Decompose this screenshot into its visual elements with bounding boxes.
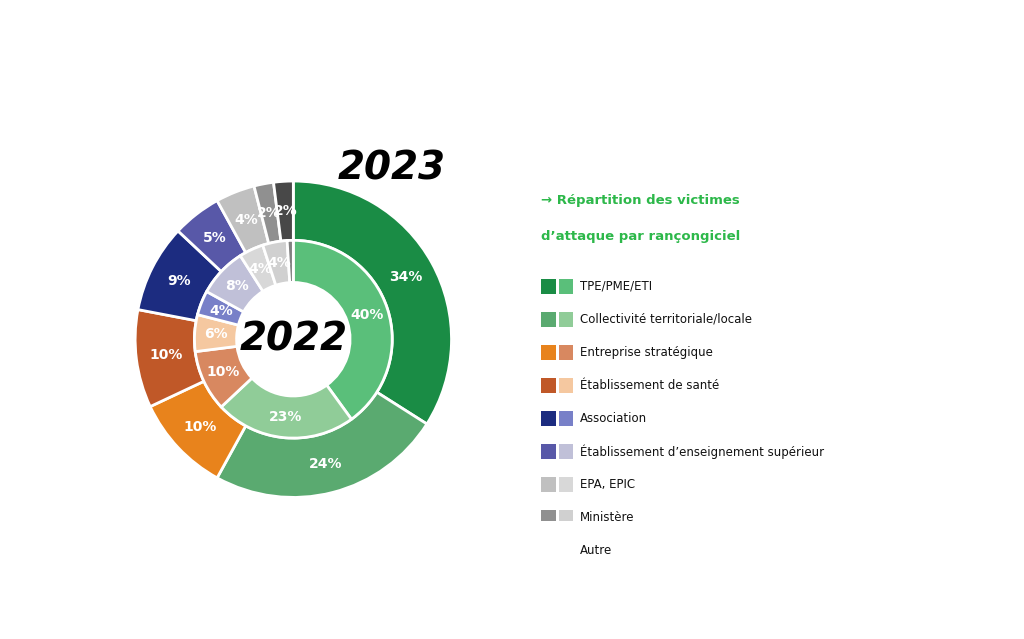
Text: EPA, EPIC: EPA, EPIC <box>580 478 635 491</box>
Bar <box>558 279 573 294</box>
Bar <box>542 477 556 492</box>
Bar <box>558 543 573 558</box>
Bar <box>542 345 556 360</box>
Text: 10%: 10% <box>150 348 182 362</box>
Text: 2023: 2023 <box>338 150 445 187</box>
Bar <box>542 511 556 525</box>
Text: 4%: 4% <box>209 304 232 318</box>
Text: 6%: 6% <box>204 327 227 341</box>
Text: 4%: 4% <box>234 213 258 227</box>
Text: Collectivité territoriale/locale: Collectivité territoriale/locale <box>580 313 752 326</box>
Bar <box>542 378 556 393</box>
Text: d’attaque par rançongiciel: d’attaque par rançongiciel <box>542 230 740 243</box>
Text: 4%: 4% <box>249 262 272 276</box>
Text: Établissement d’enseignement supérieur: Établissement d’enseignement supérieur <box>580 444 824 459</box>
Wedge shape <box>198 291 244 325</box>
Bar <box>542 444 556 459</box>
Bar <box>558 411 573 426</box>
Bar <box>558 345 573 360</box>
Text: 40%: 40% <box>350 308 384 322</box>
Wedge shape <box>293 240 392 419</box>
Bar <box>542 411 556 426</box>
Text: 10%: 10% <box>206 366 240 380</box>
Text: TPE/PME/ETI: TPE/PME/ETI <box>580 280 652 293</box>
Wedge shape <box>151 381 246 478</box>
Text: Entreprise stratégique: Entreprise stratégique <box>580 346 713 359</box>
Bar <box>558 378 573 393</box>
Wedge shape <box>217 392 427 497</box>
Wedge shape <box>135 309 204 406</box>
Wedge shape <box>287 240 293 282</box>
Bar <box>558 477 573 492</box>
Bar <box>542 279 556 294</box>
Wedge shape <box>273 181 293 241</box>
Wedge shape <box>196 346 252 407</box>
Bar <box>558 511 573 525</box>
Text: 5%: 5% <box>203 231 226 245</box>
Text: 2%: 2% <box>257 206 282 220</box>
Text: Ministère: Ministère <box>580 511 635 524</box>
Wedge shape <box>138 231 221 321</box>
Text: 34%: 34% <box>389 270 423 284</box>
Wedge shape <box>254 182 281 243</box>
Bar <box>558 312 573 327</box>
Text: 2%: 2% <box>273 204 297 218</box>
Wedge shape <box>217 186 268 252</box>
Wedge shape <box>221 378 351 438</box>
Text: Établissement de santé: Établissement de santé <box>580 379 719 392</box>
Text: 23%: 23% <box>269 410 303 424</box>
Wedge shape <box>263 240 290 285</box>
Wedge shape <box>207 256 263 312</box>
Wedge shape <box>195 314 239 351</box>
Wedge shape <box>241 245 275 291</box>
Wedge shape <box>178 201 246 272</box>
Bar <box>558 444 573 459</box>
Text: 4%: 4% <box>267 256 291 270</box>
Text: 24%: 24% <box>308 457 342 471</box>
Bar <box>542 543 556 558</box>
Text: Association: Association <box>580 412 647 425</box>
Text: → Répartition des victimes: → Répartition des victimes <box>542 194 740 207</box>
Text: Autre: Autre <box>580 544 612 557</box>
Wedge shape <box>293 181 452 424</box>
Text: 9%: 9% <box>167 274 190 288</box>
Text: 8%: 8% <box>224 279 249 293</box>
Text: 10%: 10% <box>183 420 216 435</box>
Bar <box>542 312 556 327</box>
Text: 2022: 2022 <box>240 320 347 358</box>
